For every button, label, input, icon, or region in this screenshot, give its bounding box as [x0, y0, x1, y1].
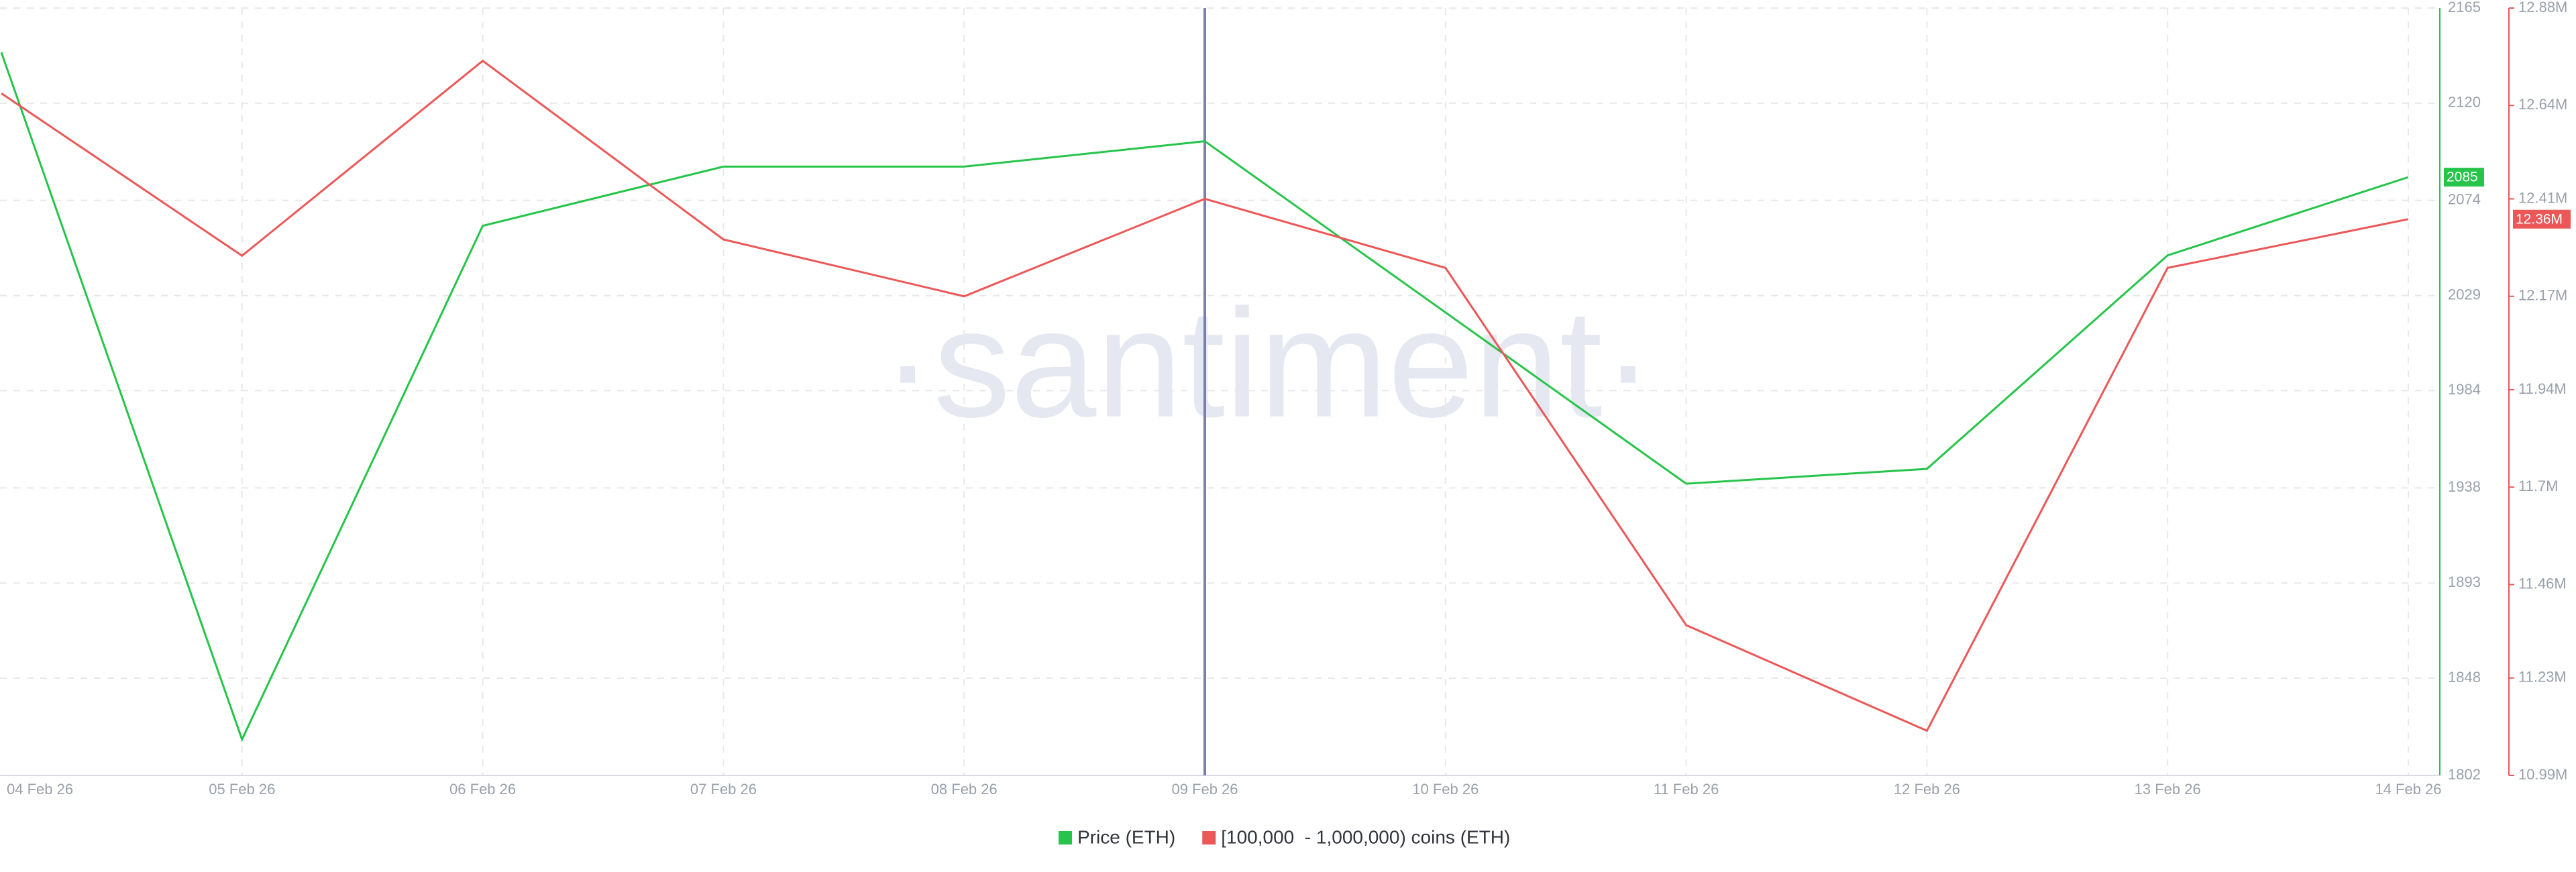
value-label: 12.36M	[2516, 211, 2563, 227]
x-tick-label: 13 Feb 26	[2135, 781, 2201, 798]
watermark: ·santiment·	[882, 277, 1654, 449]
y2-tick-label: 12.41M	[2518, 189, 2567, 206]
y2-tick-label: 11.94M	[2518, 380, 2567, 397]
y2-tick-label: 10.99M	[2518, 766, 2567, 783]
y-tick-label: 1848	[2448, 669, 2481, 686]
legend-swatch	[1059, 831, 1072, 844]
x-tick-label: 09 Feb 26	[1171, 781, 1238, 798]
y2-tick-label: 12.17M	[2518, 287, 2567, 304]
y2-tick-label: 12.88M	[2518, 0, 2567, 15]
series-line	[0, 52, 2409, 743]
y-tick-label: 1938	[2448, 478, 2481, 495]
series-line	[1, 59, 2409, 732]
x-tick-label: 06 Feb 26	[449, 781, 516, 798]
value-badge	[2513, 209, 2571, 229]
y-tick-label: 1893	[2448, 574, 2481, 590]
y-tick-label: 2074	[2448, 191, 2481, 208]
value-badge	[2444, 168, 2484, 187]
y2-tick-label: 11.7M	[2518, 478, 2559, 494]
y2-tick-label: 11.46M	[2518, 575, 2567, 592]
x-tick-label: 08 Feb 26	[931, 781, 998, 798]
y-tick-label: 1984	[2448, 381, 2481, 398]
y-tick-label: 2120	[2448, 94, 2481, 111]
y-tick-label: 1802	[2448, 766, 2481, 783]
x-tick-label: 10 Feb 26	[1412, 781, 1479, 798]
x-tick-label: 05 Feb 26	[209, 781, 275, 798]
legend-swatch	[1202, 831, 1216, 844]
y-tick-label: 2165	[2448, 0, 2481, 15]
y-tick-label: 2029	[2448, 286, 2481, 303]
x-tick-label: 14 Feb 26	[2375, 781, 2441, 798]
x-tick-label: 11 Feb 26	[1654, 781, 1719, 798]
x-tick-label: 12 Feb 26	[1894, 781, 1960, 798]
value-label: 2085	[2447, 170, 2478, 185]
legend-label: Price (ETH)	[1077, 826, 1175, 847]
x-tick-label: 04 Feb 26	[7, 781, 73, 798]
x-tick-label: 07 Feb 26	[690, 781, 757, 798]
legend-label: [100,000 - 1,000,000) coins (ETH)	[1221, 826, 1510, 847]
y2-tick-label: 11.23M	[2518, 669, 2567, 686]
y2-tick-label: 12.64M	[2518, 96, 2567, 113]
